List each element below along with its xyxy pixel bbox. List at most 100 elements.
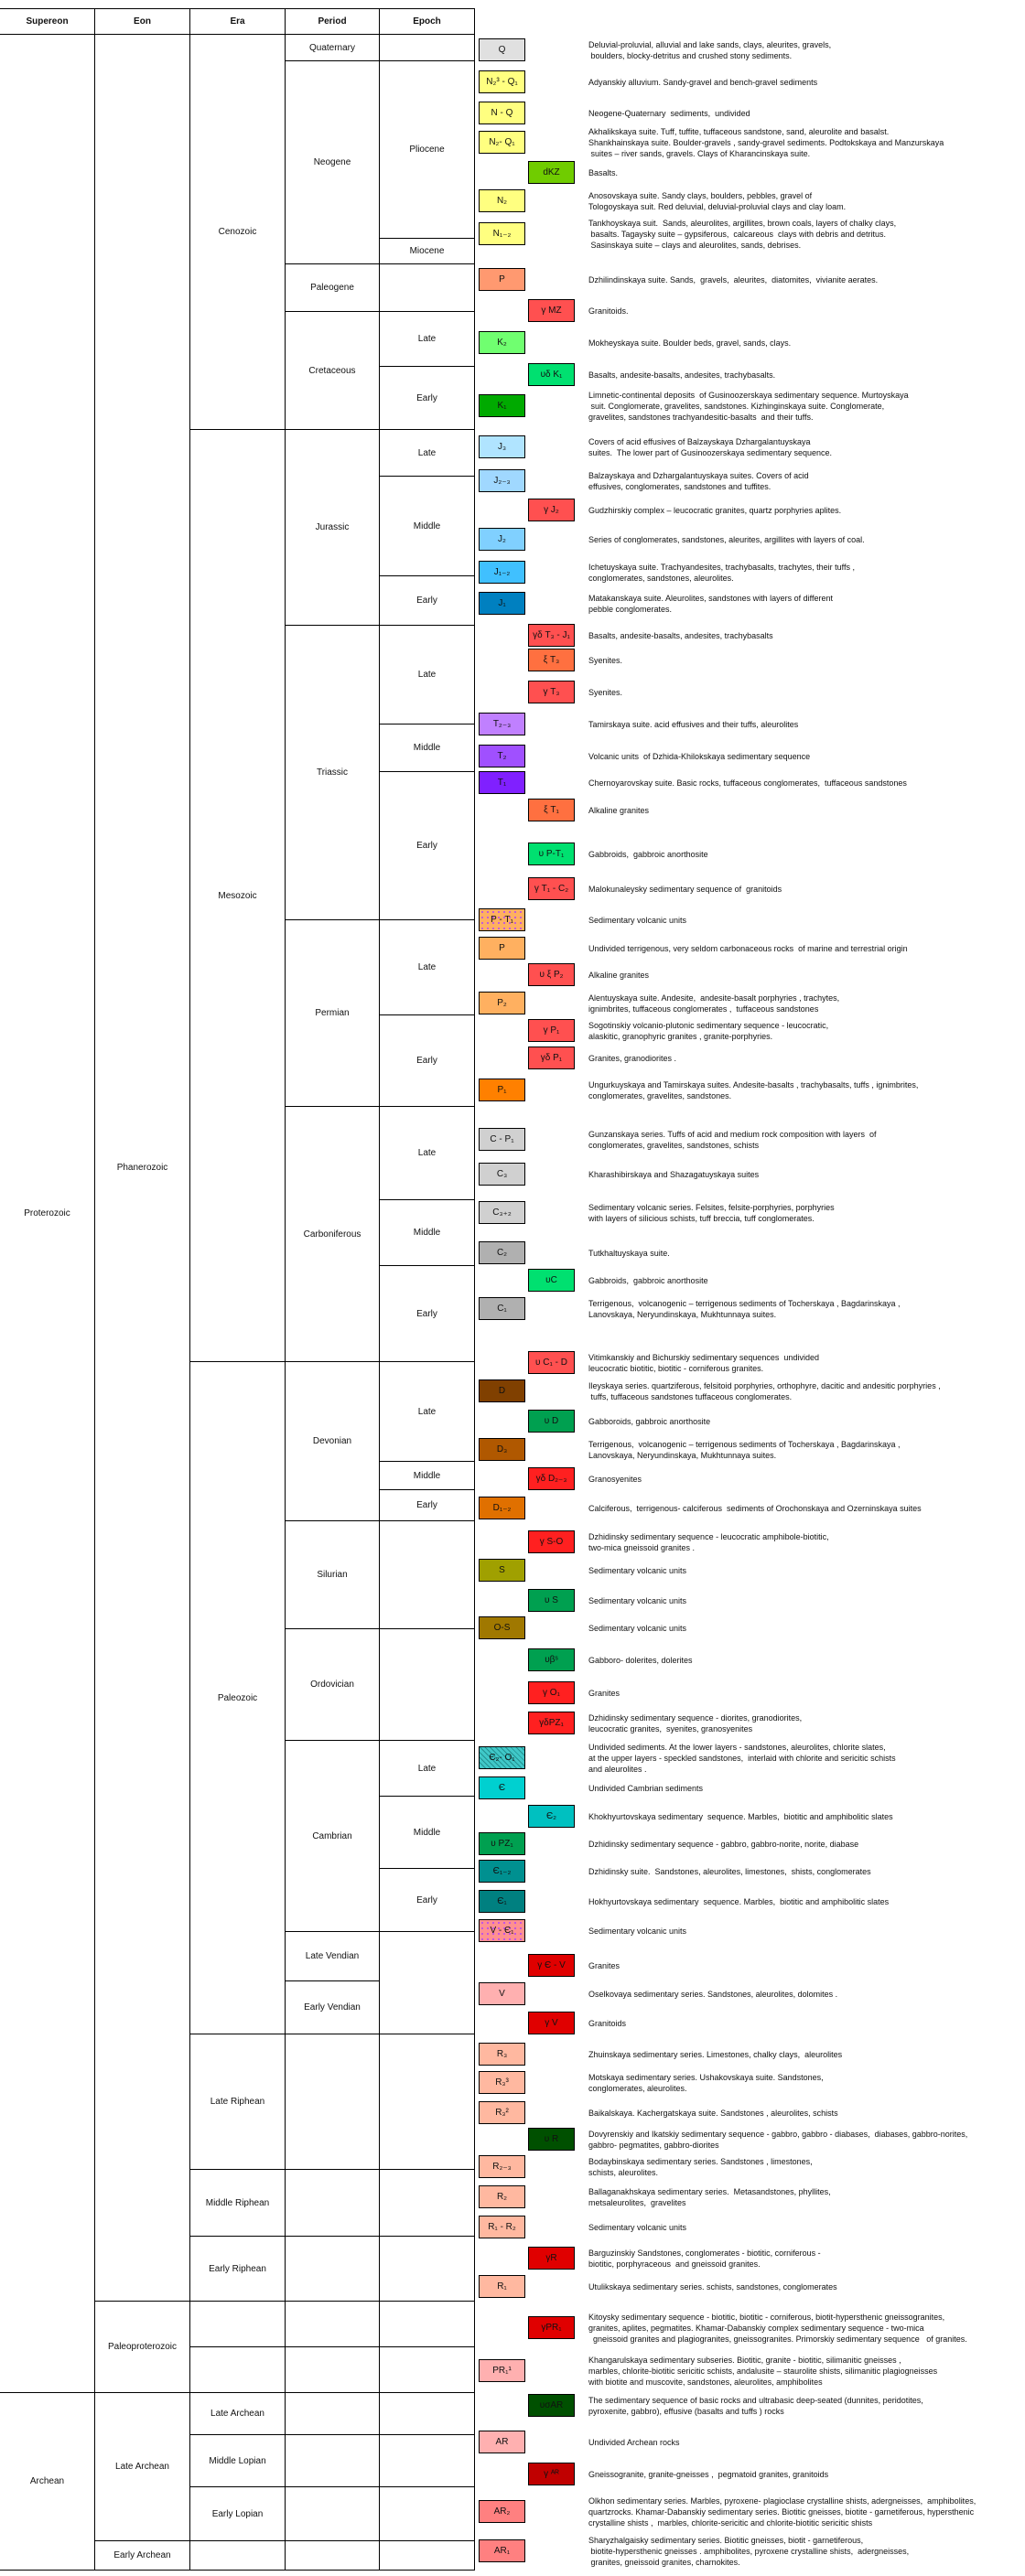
legend-description: Alkaline granites	[588, 799, 1023, 821]
legend-description-line: granites, aplites, pegmatites. Khamar-Da…	[588, 2323, 924, 2333]
legend-description-line: Hokhyurtovskaya sedimentary sequence. Ma…	[588, 1896, 890, 1906]
legend-description-line: Sedimentary volcanic units	[588, 2222, 687, 2232]
era-cell: Middle Riphean	[189, 2169, 286, 2237]
legend-description-line: crystalline shists , marbles, chlorite-s…	[588, 2517, 873, 2528]
legend-description-line: Series of conglomerates, sandstones, ale…	[588, 534, 865, 544]
legend-symbol: υ R	[528, 2128, 575, 2151]
epoch-cell: Miocene	[379, 238, 475, 264]
legend-symbol: D	[479, 1379, 525, 1402]
legend-description: Sogotinskiy volcanio-plutonic sedimentar…	[588, 1019, 1023, 1042]
legend-description: Motskaya sedimentary series. Ushakovskay…	[588, 2071, 1023, 2094]
legend-description: Syenites.	[588, 649, 1023, 671]
legend-description: Alentuyskaya suite. Andesite, andesite-b…	[588, 992, 1023, 1014]
legend-description-line: Undivided Cambrian sediments	[588, 1783, 704, 1793]
legend-description-line: Olkhon sedimentary series. Marbles, pyro…	[588, 2496, 976, 2506]
legend-description-line: Lanovskaya, Neryundinskaya, Mukhtunnaya …	[588, 1309, 777, 1319]
legend-description: Calciferous, terrigenous- calciferous se…	[588, 1497, 1023, 1519]
period-cell: Permian	[285, 919, 380, 1107]
legend-description-line: Alkaline granites	[588, 970, 650, 980]
legend-description: Sedimentary volcanic units	[588, 908, 1023, 931]
legend-description: Olkhon sedimentary series. Marbles, pyro…	[588, 2496, 1023, 2528]
legend-symbol: Є₂- O₁	[479, 1746, 525, 1769]
legend-description: Chernoyarovskay suite. Basic rocks, tuff…	[588, 771, 1023, 794]
epoch-cell	[379, 1628, 475, 1741]
legend-symbol: γδ D₂₋₃	[528, 1467, 575, 1490]
legend-description-line: Dzhidinsky suite. Sandstones, aleurolite…	[588, 1866, 871, 1876]
legend-description-line: Mokheyskaya suite. Boulder beds, gravel,…	[588, 338, 792, 348]
period-cell: Early Vendian	[285, 1980, 380, 2034]
legend-symbol: K₂	[479, 331, 525, 354]
legend-description-line: Khangarulskaya sedimentary subseries. Bi…	[588, 2355, 901, 2365]
legend-description-line: Dzhilindinskaya suite. Sands, gravels, a…	[588, 274, 879, 284]
legend-symbol: C - P₁	[479, 1128, 525, 1151]
legend-description-line: suit. Conglomerate, gravelites, sandston…	[588, 401, 885, 411]
legend-description-line: Kitoysky sedimentary sequence - biotitic…	[588, 2312, 945, 2322]
epoch-cell	[379, 2540, 475, 2571]
legend-description-line: pebble conglomerates.	[588, 604, 673, 614]
header-era: Era	[189, 8, 286, 35]
legend-description-line: effusives, conglomerates, sandstones and…	[588, 481, 771, 491]
legend-description-line: with layers of silicious schists, tuff b…	[588, 1213, 815, 1223]
legend-description-line: Adyanskiy alluvium. Sandy-gravel and ben…	[588, 77, 818, 87]
legend-description-line: Basalts, andesite-basalts, andesites, tr…	[588, 370, 776, 380]
legend-symbol: υ D	[528, 1410, 575, 1433]
legend-description: Kitoysky sedimentary sequence - biotitic…	[588, 2313, 1023, 2344]
period-cell	[285, 2540, 380, 2571]
epoch-cell	[379, 1520, 475, 1629]
legend-description-line: Kharashibirskaya and Shazagatuyskaya sui…	[588, 1169, 760, 1179]
legend-description-line: basalts. Tagaysky suite – gypsiferous, c…	[588, 229, 887, 239]
legend-description-line: ignimbrites, tuffaceous conglomerates , …	[588, 1004, 819, 1014]
era-cell: Mesozoic	[189, 429, 286, 1362]
legend-description-line: tuffs, tuffaceous sandstones tuffaceous …	[588, 1391, 793, 1401]
legend-description-line: Sedimentary volcanic units	[588, 915, 687, 925]
legend-symbol: R₂	[479, 2185, 525, 2208]
legend-symbol: AR₂	[479, 2500, 525, 2523]
legend-description: Matakanskaya suite. Aleurolites, sandsto…	[588, 592, 1023, 615]
epoch-cell: Early	[379, 1265, 475, 1362]
epoch-cell: Early	[379, 1489, 475, 1521]
legend-description-line: Gneissogranite, granite-gneisses , pegma…	[588, 2469, 829, 2479]
legend-description: Sedimentary volcanic units	[588, 1559, 1023, 1582]
legend-symbol: γδ T₃ - J₁	[528, 624, 575, 647]
era-cell: Late Riphean	[189, 2034, 286, 2170]
legend-description: Khangarulskaya sedimentary subseries. Bi…	[588, 2356, 1023, 2387]
legend-symbol: P	[479, 937, 525, 960]
legend-description-line: Gabbroids, gabbroic anorthosite	[588, 849, 708, 859]
legend-symbol: υδ K₁	[528, 363, 575, 386]
legend-symbol: γ MZ	[528, 299, 575, 322]
legend-description-line: Chernoyarovskay suite. Basic rocks, tuff…	[588, 778, 907, 788]
legend-symbol: AR	[479, 2431, 525, 2453]
epoch-cell: Late	[379, 1361, 475, 1462]
header-epoch: Epoch	[379, 8, 475, 35]
header-supereon: Supereon	[0, 8, 95, 35]
epoch-cell	[379, 2301, 475, 2347]
legend-description-line: Covers of acid effusives of Balzayskaya …	[588, 436, 811, 446]
legend-description-line: Neogene-Quaternary sediments, undivided	[588, 108, 750, 118]
legend-symbol: υ ξ P₂	[528, 963, 575, 986]
epoch-cell	[379, 2346, 475, 2393]
legend-description: Dzhidinsky sedimentary sequence - leucoc…	[588, 1530, 1023, 1553]
legend-description-line: conglomerates, sandstones, aleurolites.	[588, 573, 734, 583]
legend-description-line: Matakanskaya suite. Aleurolites, sandsto…	[588, 593, 833, 603]
legend-description-line: Gabboro- dolerites, dolerites	[588, 1655, 693, 1665]
legend-symbol: AR₁	[479, 2539, 525, 2562]
legend-symbol: γ ᴬᴿ	[528, 2463, 575, 2485]
legend-description-line: Basalts.	[588, 167, 619, 177]
period-cell: Quaternary	[285, 34, 380, 61]
legend-description-line: Baikalskaya. Kachergatskaya suite. Sands…	[588, 2108, 838, 2118]
legend-description-line: gneissoid granites and plagiogranites, g…	[588, 2334, 967, 2344]
legend-description-line: alaskitic, granophyric granites , granit…	[588, 1031, 773, 1041]
legend-description-line: Gudzhirskiy complex – leucocratic granit…	[588, 505, 842, 515]
legend-symbol: γ Є - V	[528, 1954, 575, 1977]
legend-description-line: Limnetic-continental deposits of Gusinoo…	[588, 390, 909, 400]
legend-description: Baikalskaya. Kachergatskaya suite. Sands…	[588, 2101, 1023, 2124]
period-cell: Paleogene	[285, 263, 380, 312]
legend-description: Gabbroids, gabbroic anorthosite	[588, 843, 1023, 865]
legend-symbol: D₁₋₂	[479, 1497, 525, 1519]
legend-description-line: Sedimentary volcanic units	[588, 1623, 687, 1633]
legend-description: Gneissogranite, granite-gneisses , pegma…	[588, 2463, 1023, 2485]
legend-description-line: Dzhidinsky sedimentary sequence - gabbro…	[588, 1839, 859, 1849]
legend-description: Basalts.	[588, 161, 1023, 184]
legend-description-line: Calciferous, terrigenous- calciferous se…	[588, 1503, 922, 1513]
legend-description-line: Ichetuyskaya suite. Trachyandesites, tra…	[588, 562, 855, 572]
